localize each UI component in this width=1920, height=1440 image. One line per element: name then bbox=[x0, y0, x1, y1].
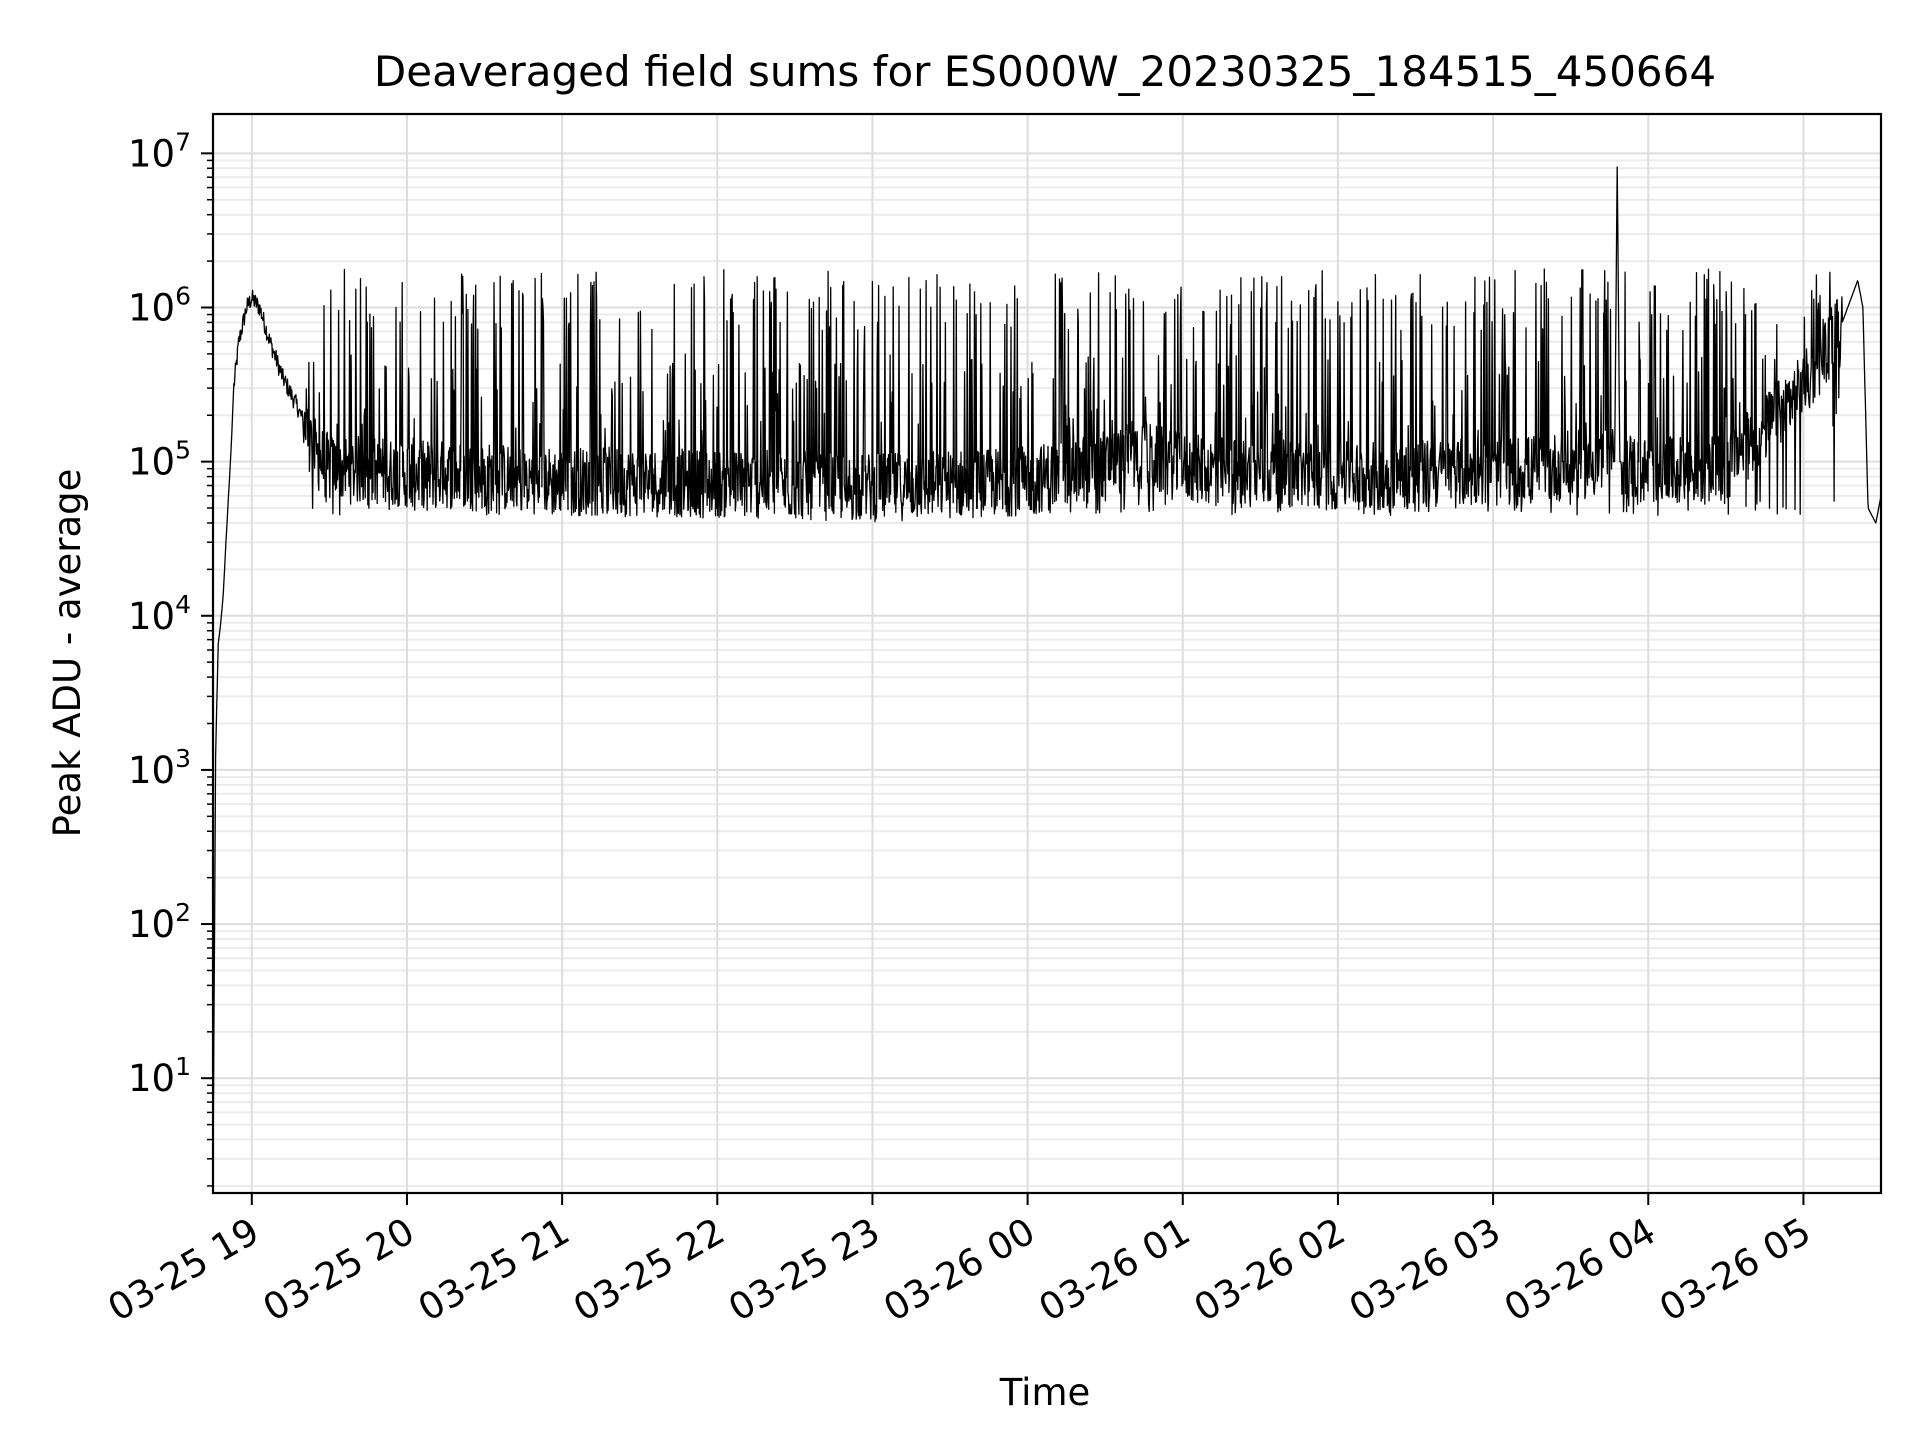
x-axis-label: Time bbox=[999, 1371, 1091, 1414]
y-tick-label: 106 bbox=[128, 281, 191, 329]
y-tick-label: 105 bbox=[128, 436, 191, 484]
series-line bbox=[212, 166, 1882, 1186]
plot-frame bbox=[211, 112, 1883, 1195]
y-tick-label: 101 bbox=[128, 1052, 191, 1100]
y-axis: 101 102 103 104 105 106 107 bbox=[128, 127, 213, 1187]
y-tick-label: 103 bbox=[128, 744, 191, 792]
y-tick-label: 104 bbox=[128, 590, 191, 638]
y-axis-label: Peak ADU - average bbox=[46, 469, 89, 838]
series-layer bbox=[212, 166, 1882, 1186]
chart-title: Deaveraged field sums for ES000W_2023032… bbox=[374, 47, 1716, 96]
y-tick-label: 107 bbox=[128, 127, 191, 175]
y-tick-label: 102 bbox=[128, 898, 191, 946]
